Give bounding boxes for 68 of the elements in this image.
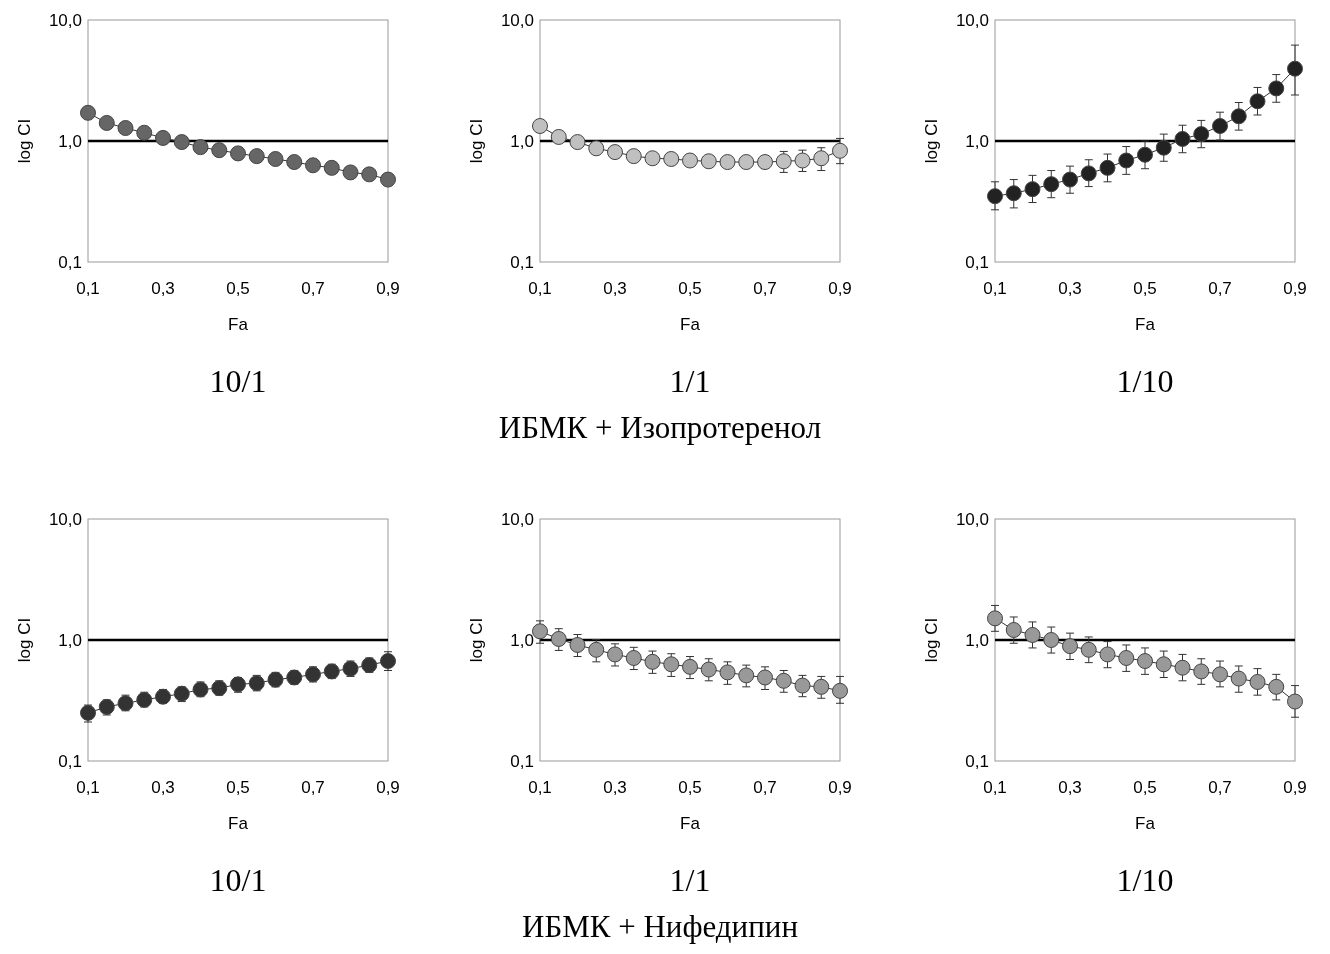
x-tick-label: 0,9 [828, 778, 852, 797]
x-tick-label: 0,7 [753, 778, 777, 797]
x-tick-label: 0,9 [376, 778, 400, 797]
x-tick-label: 0,7 [301, 279, 325, 298]
text: 1/10 [1116, 862, 1174, 898]
text: ИБМК + Изопротеренол [498, 410, 822, 445]
y-tick-label: 10,0 [955, 510, 989, 529]
y-tick-label: 10,0 [48, 11, 82, 30]
x-tick-label: 0,5 [678, 279, 702, 298]
text: 1/1 [669, 363, 711, 399]
y-axis-title: log CI [467, 118, 486, 164]
x-tick-label: 0,9 [376, 279, 400, 298]
y-tick-label: 10,0 [500, 510, 534, 529]
y-axis-title: log CI [467, 617, 486, 663]
y-axis-title: log CI [15, 118, 34, 164]
x-tick-label: 0,9 [1283, 778, 1307, 797]
y-tick-label: 1,0 [965, 132, 989, 151]
x-tick-label: 0,5 [678, 778, 702, 797]
y-tick-label: 10,0 [955, 11, 989, 30]
y-tick-label: 0,1 [965, 253, 989, 272]
x-tick-label: 0,3 [603, 279, 627, 298]
x-tick-label: 0,7 [1208, 778, 1232, 797]
x-tick-label: 0,1 [76, 279, 100, 298]
x-tick-label: 0,1 [983, 778, 1007, 797]
y-axis-title: log CI [15, 617, 34, 663]
y-tick-label: 1,0 [58, 631, 82, 650]
x-tick-label: 0,5 [226, 778, 250, 797]
x-tick-label: 0,7 [301, 778, 325, 797]
y-tick-label: 0,1 [965, 752, 989, 771]
x-axis-title: Fa [680, 315, 701, 334]
x-tick-label: 0,9 [1283, 279, 1307, 298]
y-tick-label: 1,0 [965, 631, 989, 650]
text: 1/1 [669, 862, 711, 898]
x-tick-label: 0,1 [76, 778, 100, 797]
x-axis-title: Fa [680, 814, 701, 833]
y-tick-label: 0,1 [58, 752, 82, 771]
text: 10/1 [209, 363, 267, 399]
x-tick-label: 0,1 [528, 279, 552, 298]
x-tick-label: 0,9 [828, 279, 852, 298]
x-axis-title: Fa [228, 315, 249, 334]
y-axis-title: log CI [922, 617, 941, 663]
text: 10/1 [209, 862, 267, 898]
x-axis-title: Fa [1135, 315, 1156, 334]
y-tick-label: 0,1 [58, 253, 82, 272]
x-tick-label: 0,7 [1208, 279, 1232, 298]
x-axis-title: Fa [228, 814, 249, 833]
y-tick-label: 0,1 [510, 253, 534, 272]
y-tick-label: 0,1 [510, 752, 534, 771]
x-tick-label: 0,7 [753, 279, 777, 298]
x-tick-label: 0,5 [1133, 778, 1157, 797]
x-tick-label: 0,5 [226, 279, 250, 298]
x-tick-label: 0,5 [1133, 279, 1157, 298]
y-tick-label: 10,0 [500, 11, 534, 30]
text: 1/10 [1116, 363, 1174, 399]
y-tick-label: 1,0 [58, 132, 82, 151]
y-axis-title: log CI [922, 118, 941, 164]
y-tick-label: 1,0 [510, 631, 534, 650]
x-tick-label: 0,3 [603, 778, 627, 797]
x-tick-label: 0,3 [151, 778, 175, 797]
x-axis-title: Fa [1135, 814, 1156, 833]
x-tick-label: 0,1 [528, 778, 552, 797]
y-tick-label: 10,0 [48, 510, 82, 529]
text: ИБМК + Нифедипин [522, 909, 798, 944]
x-tick-label: 0,3 [1058, 778, 1082, 797]
x-tick-label: 0,3 [1058, 279, 1082, 298]
y-tick-label: 1,0 [510, 132, 534, 151]
x-tick-label: 0,3 [151, 279, 175, 298]
x-tick-label: 0,1 [983, 279, 1007, 298]
